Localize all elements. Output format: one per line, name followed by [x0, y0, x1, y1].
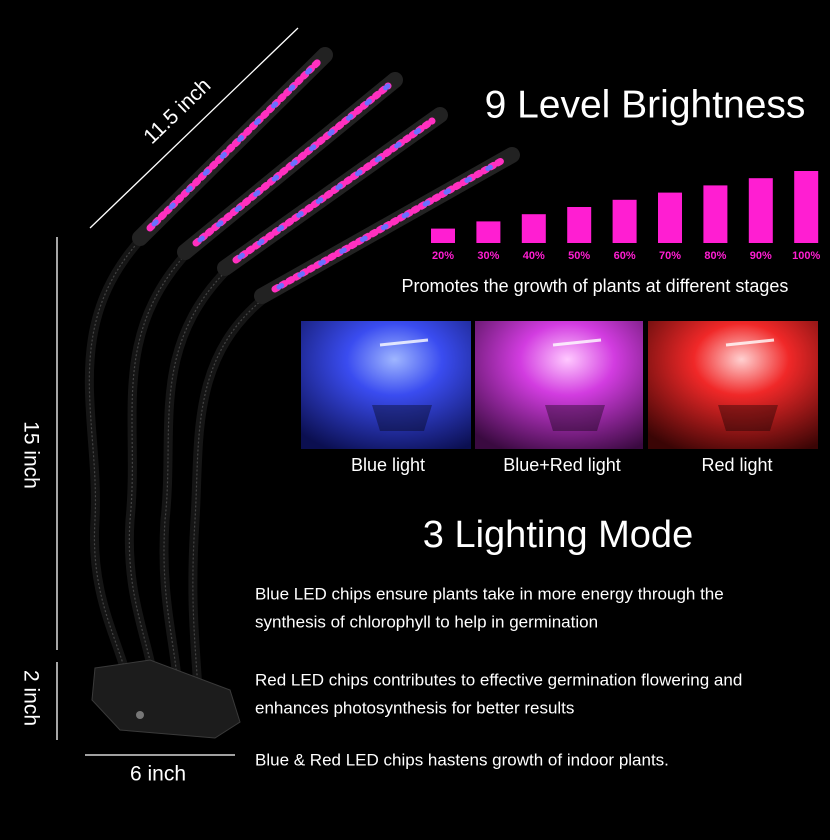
dimension-arrows: [56, 27, 299, 756]
level-label: 80%: [704, 250, 726, 262]
description-line: enhances photosynthesis for better resul…: [255, 698, 574, 717]
mode-photos: [301, 321, 818, 449]
mode-caption: Blue+Red light: [503, 455, 621, 475]
level-label: 30%: [477, 250, 499, 262]
level-bar: [748, 178, 773, 243]
level-label: 40%: [523, 250, 545, 262]
level-bar: [476, 221, 501, 243]
neck-label: 15 inch: [19, 421, 42, 489]
level-label: 70%: [659, 250, 681, 262]
mode-caption: Red light: [701, 455, 772, 475]
level-bar: [658, 192, 682, 243]
descriptions: Blue LED chips ensure plants take in mor…: [255, 584, 742, 769]
lamp: [84, 47, 520, 739]
level-bar: [567, 207, 592, 243]
width-label: 6 inch: [130, 763, 186, 786]
length-label: 11.5 inch: [139, 74, 215, 149]
level-bar: [431, 228, 455, 243]
mode-caption: Blue light: [351, 455, 425, 475]
level-label: 50%: [568, 250, 590, 262]
level-bar: [794, 171, 819, 243]
level-label: 60%: [614, 250, 636, 262]
description-line: Red LED chips contributes to effective g…: [255, 670, 742, 689]
brightness-title: 9 Level Brightness: [485, 83, 806, 126]
level-bar: [612, 199, 637, 243]
clip-label: 2 inch: [19, 670, 42, 726]
description-line: synthesis of chlorophyll to help in germ…: [255, 612, 598, 631]
level-bar: [703, 185, 728, 243]
level-label: 100%: [792, 250, 820, 262]
description-line: Blue LED chips ensure plants take in mor…: [255, 584, 724, 603]
description-line: Blue & Red LED chips hastens growth of i…: [255, 750, 669, 769]
level-label: 20%: [432, 250, 454, 262]
level-bar: [521, 214, 546, 243]
level-label: 90%: [750, 250, 772, 262]
brightness-caption: Promotes the growth of plants at differe…: [402, 276, 789, 296]
brightness-levels: 20% 30% 40% 50% 60% 70% 80% 90% 100%: [431, 171, 820, 262]
modes-title: 3 Lighting Mode: [423, 514, 693, 556]
